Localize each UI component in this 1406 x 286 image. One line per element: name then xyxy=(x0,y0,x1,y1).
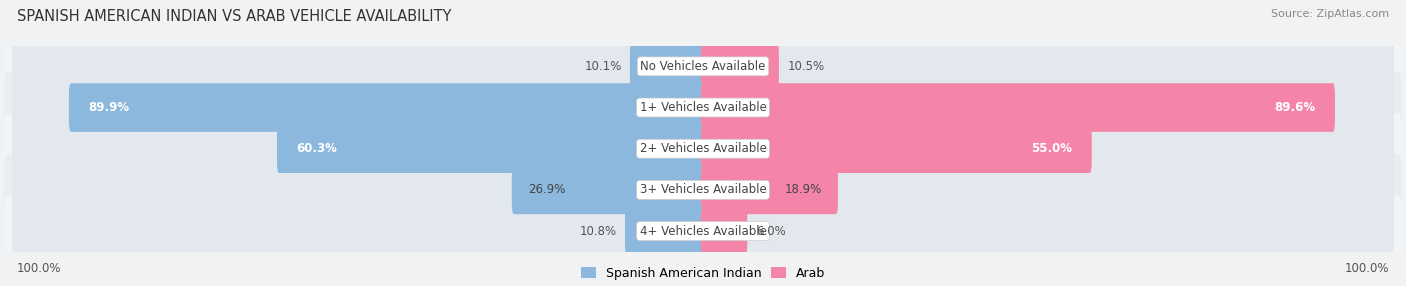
FancyBboxPatch shape xyxy=(702,83,1334,132)
Text: 89.9%: 89.9% xyxy=(89,101,129,114)
Text: 10.5%: 10.5% xyxy=(787,60,824,73)
Text: 55.0%: 55.0% xyxy=(1031,142,1073,155)
FancyBboxPatch shape xyxy=(4,196,1402,267)
FancyBboxPatch shape xyxy=(11,42,1395,91)
Text: 26.9%: 26.9% xyxy=(529,183,565,196)
Text: 100.0%: 100.0% xyxy=(1344,262,1389,275)
FancyBboxPatch shape xyxy=(702,166,838,214)
Text: 10.1%: 10.1% xyxy=(585,60,621,73)
FancyBboxPatch shape xyxy=(702,42,779,91)
FancyBboxPatch shape xyxy=(11,83,1395,132)
FancyBboxPatch shape xyxy=(11,124,1395,173)
Text: 6.0%: 6.0% xyxy=(756,225,786,238)
FancyBboxPatch shape xyxy=(4,31,1402,102)
FancyBboxPatch shape xyxy=(702,207,748,255)
FancyBboxPatch shape xyxy=(702,124,1092,173)
Text: 1+ Vehicles Available: 1+ Vehicles Available xyxy=(640,101,766,114)
Text: Source: ZipAtlas.com: Source: ZipAtlas.com xyxy=(1271,9,1389,19)
Text: 3+ Vehicles Available: 3+ Vehicles Available xyxy=(640,183,766,196)
Text: 60.3%: 60.3% xyxy=(297,142,337,155)
FancyBboxPatch shape xyxy=(626,207,706,255)
Text: No Vehicles Available: No Vehicles Available xyxy=(640,60,766,73)
FancyBboxPatch shape xyxy=(4,72,1402,143)
FancyBboxPatch shape xyxy=(630,42,706,91)
FancyBboxPatch shape xyxy=(4,113,1402,184)
Text: 10.8%: 10.8% xyxy=(579,225,617,238)
Text: 100.0%: 100.0% xyxy=(17,262,62,275)
FancyBboxPatch shape xyxy=(69,83,706,132)
Text: SPANISH AMERICAN INDIAN VS ARAB VEHICLE AVAILABILITY: SPANISH AMERICAN INDIAN VS ARAB VEHICLE … xyxy=(17,9,451,23)
FancyBboxPatch shape xyxy=(11,166,1395,214)
FancyBboxPatch shape xyxy=(4,154,1402,225)
Legend: Spanish American Indian, Arab: Spanish American Indian, Arab xyxy=(581,267,825,280)
Text: 18.9%: 18.9% xyxy=(785,183,821,196)
FancyBboxPatch shape xyxy=(512,166,706,214)
Text: 4+ Vehicles Available: 4+ Vehicles Available xyxy=(640,225,766,238)
Text: 2+ Vehicles Available: 2+ Vehicles Available xyxy=(640,142,766,155)
FancyBboxPatch shape xyxy=(11,207,1395,255)
Text: 89.6%: 89.6% xyxy=(1274,101,1316,114)
FancyBboxPatch shape xyxy=(277,124,706,173)
